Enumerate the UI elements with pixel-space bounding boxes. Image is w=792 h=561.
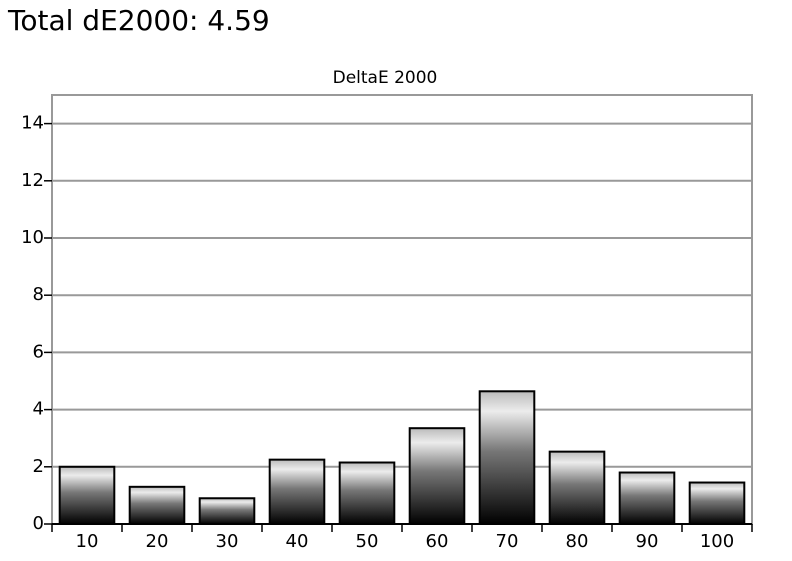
x-tick-label: 40 [286, 531, 309, 552]
y-tick-label: 10 [21, 227, 44, 248]
x-tick-label: 90 [636, 531, 659, 552]
chart-title: DeltaE 2000 [333, 68, 438, 88]
x-tick-label: 100 [700, 531, 734, 552]
y-tick-label: 4 [33, 399, 44, 420]
bar [408, 427, 466, 525]
x-tick-label: 30 [216, 531, 239, 552]
bar [618, 471, 676, 525]
bar [478, 390, 536, 525]
bar [548, 450, 606, 525]
y-tick-label: 8 [33, 284, 44, 305]
bar [58, 465, 116, 525]
x-tick-label: 10 [76, 531, 99, 552]
x-tick-label: 20 [146, 531, 169, 552]
y-tick-label: 6 [33, 341, 44, 362]
y-tick-label: 14 [21, 113, 44, 134]
x-tick-label: 60 [426, 531, 449, 552]
x-tick-label: 80 [566, 531, 589, 552]
bar [268, 458, 326, 525]
plot-area [51, 94, 753, 525]
y-tick-label: 2 [33, 456, 44, 477]
bar [338, 461, 396, 526]
page-title: Total dE2000: 4.59 [7, 4, 270, 37]
bar [198, 497, 256, 526]
bar [688, 481, 746, 525]
y-tick-label: 12 [21, 170, 44, 191]
x-tick-label: 50 [356, 531, 379, 552]
x-tick-label: 70 [496, 531, 519, 552]
bar [128, 485, 186, 526]
y-tick-label: 0 [33, 513, 44, 534]
